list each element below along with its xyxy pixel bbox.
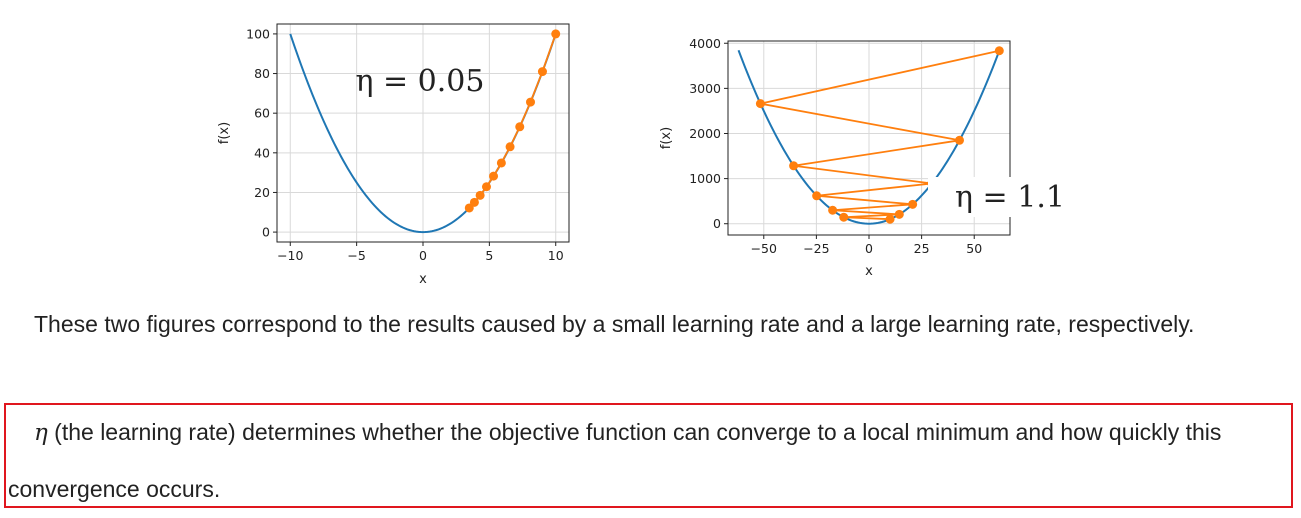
trajectory-point [464,203,474,213]
trajectory-point [489,171,499,181]
y-tick-label: 40 [254,145,270,160]
y-tick-label: 100 [246,26,270,41]
trajectory-point [812,191,822,201]
x-tick-label: 50 [966,241,982,256]
x-tick-label: −10 [277,248,303,263]
x-tick-label: −50 [751,241,777,256]
y-tick-label: 80 [254,66,270,81]
y-tick-label: 2000 [689,126,721,141]
eta-annotation: η = 0.05 [356,64,485,99]
trajectory-point [755,99,765,109]
trajectory-point [515,122,525,132]
x-tick-label: 10 [548,248,564,263]
trajectory-line [468,33,557,209]
trajectory-point [789,161,799,171]
trajectory-point [526,97,536,107]
x-tick-label: 25 [914,241,930,256]
y-tick-label: 4000 [689,36,721,51]
trajectory-point [496,158,506,168]
trajectory-point [994,46,1004,56]
highlighted-text: (the learning rate) determines whether t… [8,419,1222,502]
y-tick-label: 60 [254,106,270,121]
x-tick-label: −5 [347,248,365,263]
trajectory-point [954,135,964,145]
y-axis-title: f(x) [659,127,674,149]
trajectory-point [475,190,485,200]
function-curve [737,49,1001,225]
eta-symbol: η [34,420,48,446]
trajectory-point [481,182,491,192]
x-axis-title: x [419,272,427,287]
highlighted-paragraph: η (the learning rate) determines whether… [8,404,1288,517]
y-tick-label: 1000 [689,171,721,186]
x-tick-label: −25 [803,241,829,256]
trajectory-point [551,29,561,39]
x-tick-label: 0 [419,248,427,263]
y-tick-label: 0 [262,225,270,240]
trajectory-point [894,209,904,219]
x-tick-label: 0 [865,241,873,256]
y-tick-label: 20 [254,185,270,200]
caption-paragraph: These two figures correspond to the resu… [8,300,1288,348]
y-axis-title: f(x) [217,122,232,144]
highlight-box [4,403,1293,508]
caption-text: These two figures correspond to the resu… [34,311,1195,337]
y-tick-label: 0 [713,216,721,231]
y-tick-label: 3000 [689,81,721,96]
x-axis-title: x [865,264,873,279]
annotation-background [928,177,1078,217]
eta-annotation: η = 1.1 [955,180,1065,215]
chart-large-learning-rate: −50 −25 0 25 50 0 1000 2000 3000 4000 x f(x) η = 1.1 [659,36,1078,279]
trajectory-point [839,212,849,222]
trajectory-point [828,205,838,215]
trajectory-point [505,142,515,152]
trajectory-point [537,67,547,77]
x-tick-label: 5 [485,248,493,263]
trajectory-point [908,199,918,209]
trajectory-point [885,214,895,224]
